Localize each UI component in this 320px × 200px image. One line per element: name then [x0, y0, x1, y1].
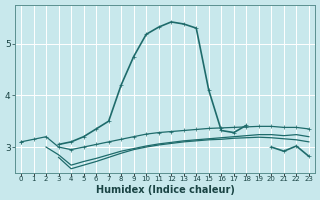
- X-axis label: Humidex (Indice chaleur): Humidex (Indice chaleur): [96, 185, 234, 195]
